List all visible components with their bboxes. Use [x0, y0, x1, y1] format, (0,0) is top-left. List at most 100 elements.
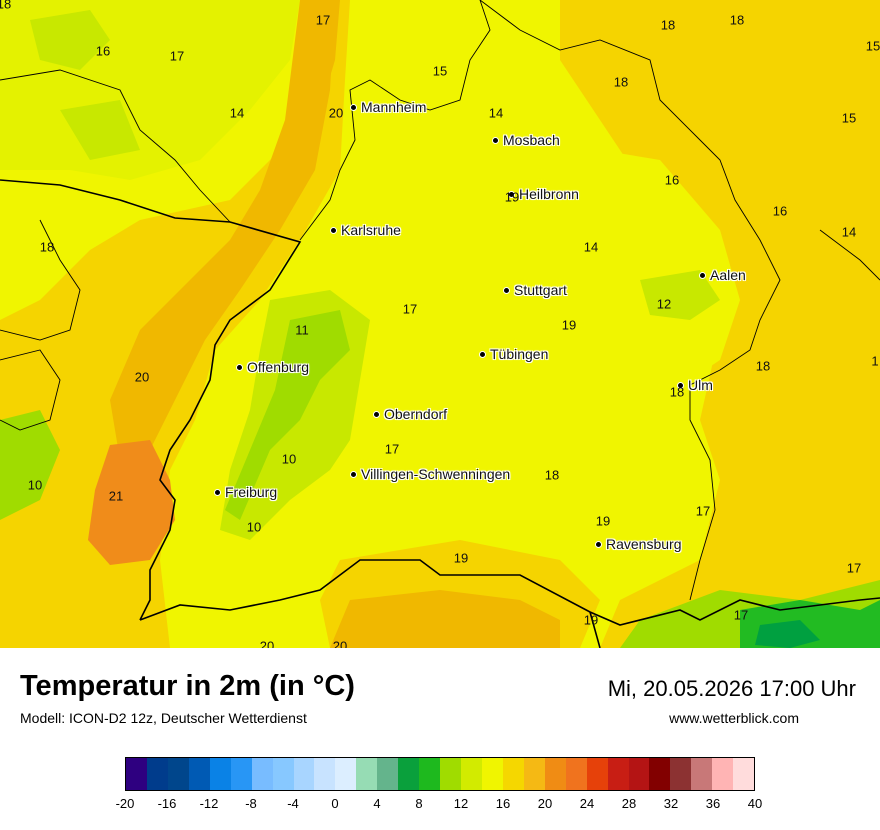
city-oberndorf: Oberndorf: [373, 406, 447, 422]
city-label: Mannheim: [361, 99, 427, 115]
zone-lakeconstance-orange: [330, 590, 560, 648]
border-east-bavaria: [819, 229, 880, 281]
temp-value: 19: [583, 612, 599, 628]
temp-value: 20: [134, 369, 150, 385]
city-freiburg: Freiburg: [214, 484, 277, 500]
city-dot: [479, 350, 486, 358]
legend-swatch: [523, 758, 545, 790]
color-scale-legend: [125, 757, 755, 791]
city-aalen: Aalen: [699, 267, 746, 283]
legend-swatch: [167, 758, 189, 790]
temp-value: 14: [841, 224, 857, 240]
temp-value: 18: [0, 0, 12, 12]
legend-tick-label: -20: [115, 796, 135, 811]
legend-swatch: [230, 758, 252, 790]
city-heilbronn: Heilbronn: [508, 186, 579, 202]
city-dot: [350, 470, 357, 478]
temp-value: 10: [27, 477, 43, 493]
city-karlsruhe: Karlsruhe: [330, 222, 401, 238]
legend-tick-label: 40: [747, 796, 763, 811]
city-dot: [508, 190, 515, 198]
border-france-germany: [0, 179, 302, 621]
legend-swatch: [188, 758, 210, 790]
legend-swatch: [398, 758, 420, 790]
legend-swatch: [377, 758, 399, 790]
website-link[interactable]: www.wetterblick.com: [669, 710, 799, 726]
legend-tick-label: 28: [621, 796, 637, 811]
legend-swatch: [440, 758, 461, 790]
legend-tick-label: -8: [245, 796, 257, 811]
temp-value: 1: [871, 353, 879, 369]
temp-value: 18: [660, 17, 676, 33]
city-label: Oberndorf: [384, 406, 448, 422]
city-label: Aalen: [710, 267, 746, 283]
legend-tick-label: 24: [579, 796, 595, 811]
legend-swatch: [586, 758, 608, 790]
city-label: Offenburg: [247, 359, 310, 375]
city-label: Karlsruhe: [341, 222, 401, 238]
map-title: Temperatur in 2m (in °C): [20, 670, 355, 702]
legend-swatch: [335, 758, 357, 790]
legend-swatch: [544, 758, 566, 790]
city-mannheim: Mannheim: [350, 99, 426, 115]
legend-swatch: [251, 758, 273, 790]
temp-value: 15: [841, 110, 857, 126]
city-label: Tübingen: [490, 346, 549, 362]
legend-swatch: [607, 758, 629, 790]
temp-value: 17: [695, 503, 711, 519]
city-dot: [677, 381, 684, 389]
legend-tick-label: 12: [453, 796, 469, 811]
city-label: Freiburg: [225, 484, 278, 500]
temp-value: 18: [544, 467, 560, 483]
footer: Temperatur in 2m (in °C) Modell: ICON-D2…: [0, 648, 880, 830]
temp-value: 10: [246, 519, 262, 535]
city-label: Ulm: [688, 377, 713, 393]
temp-value: 17: [315, 12, 331, 28]
temp-value: 18: [755, 358, 771, 374]
city-ulm: Ulm: [677, 377, 713, 393]
zone-aalen-green: [640, 270, 720, 320]
city-dot: [492, 136, 499, 144]
temperature-map-canvas: [0, 0, 880, 648]
legend-tick-label: 4: [373, 796, 381, 811]
legend-swatch: [146, 758, 168, 790]
city-mosbach: Mosbach: [492, 132, 560, 148]
legend-tick-label: 0: [331, 796, 339, 811]
legend-swatch: [314, 758, 336, 790]
temp-value: 20: [332, 638, 348, 649]
zone-alps-darkgreen: [755, 620, 820, 648]
temp-value: 12: [656, 296, 672, 312]
legend-swatch: [209, 758, 231, 790]
temp-value: 18: [669, 384, 685, 400]
city-villingen-schwenningen: Villingen-Schwenningen: [350, 466, 510, 482]
temp-value: 19: [561, 317, 577, 333]
temp-value: 18: [729, 12, 745, 28]
temp-value: 16: [772, 203, 788, 219]
temp-value: 16: [664, 172, 680, 188]
legend-swatch: [461, 758, 482, 790]
border-austria: [589, 611, 601, 648]
city-label: Ravensburg: [606, 536, 682, 552]
zone-east-yellow: [590, 150, 740, 380]
temp-value: 14: [229, 105, 245, 121]
city-label: Villingen-Schwenningen: [361, 466, 511, 482]
city-dot: [350, 103, 357, 111]
city-dot: [214, 488, 221, 496]
legend-tick-label: -4: [287, 796, 299, 811]
border-bw-north: [299, 0, 491, 241]
temp-value: 14: [583, 239, 599, 255]
color-scale-ticks: -20 -16 -12 -8 -4 0 4 8 12 16 20 24 28 32 36 40: [116, 796, 763, 816]
city-dot: [330, 226, 337, 234]
legend-tick-label: 20: [537, 796, 553, 811]
temp-value: 11: [295, 322, 309, 338]
legend-swatch: [293, 758, 315, 790]
temp-value: 15: [432, 63, 448, 79]
legend-tick-label: -12: [199, 796, 219, 811]
border-switzerland-germany: [139, 559, 880, 626]
temp-value: 17: [402, 301, 418, 317]
city-dot: [236, 363, 243, 371]
zone-rhine-orange-gold: [110, 0, 335, 460]
legend-swatch: [126, 758, 147, 790]
city-tuebingen: Tübingen: [479, 346, 548, 362]
legend-tick-label: 8: [415, 796, 423, 811]
